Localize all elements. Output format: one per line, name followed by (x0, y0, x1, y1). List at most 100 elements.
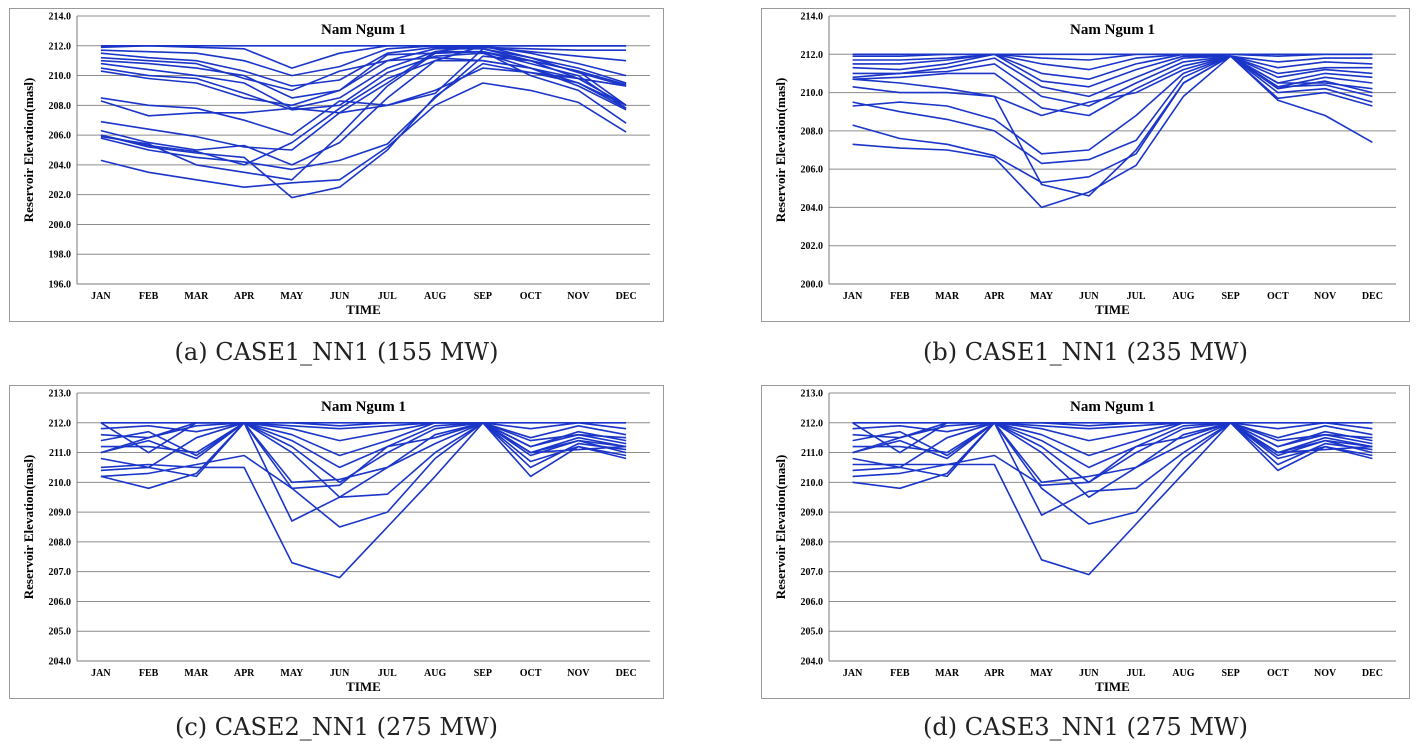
chart-panel-c: 204.0 205.0 206.0 207.0 208.0 209.0 210.0 211.0… (9, 385, 664, 747)
x-axis-label: TIME (346, 679, 381, 694)
x-tick-label: APR (234, 668, 255, 679)
x-tick-label: AUG (1172, 291, 1194, 302)
x-tick-label: JUN (1079, 291, 1099, 302)
x-tick-label: JUL (1127, 291, 1146, 302)
series-line-11 (100, 421, 627, 522)
y-tick-label: 202.0 (801, 241, 824, 252)
y-axis-label: Reservoir Elevation(masl) (773, 78, 788, 223)
series-line-16 (100, 50, 627, 181)
figure-caption: (d) CASE3_NN1 (275 MW) (923, 713, 1248, 741)
x-tick-label: NOV (567, 291, 590, 302)
x-tick-label: AUG (424, 291, 446, 302)
series-line-6 (852, 421, 1373, 469)
x-tick-label: NOV (1314, 668, 1337, 679)
y-tick-label: 209.0 (801, 508, 824, 519)
x-tick-label: FEB (890, 668, 910, 679)
series-line-15 (100, 55, 627, 171)
x-tick-label: APR (984, 668, 1005, 679)
x-axis-label: TIME (1095, 302, 1130, 317)
series-line-7 (100, 421, 627, 484)
y-tick-label: 206.0 (801, 597, 824, 608)
series-line-9 (852, 55, 1373, 117)
x-tick-label: APR (234, 291, 255, 302)
series-line-2 (852, 53, 1373, 61)
series-line-14 (852, 55, 1373, 197)
series-line-13 (852, 421, 1373, 525)
series-line-10 (100, 421, 627, 490)
line-chart-b: 200.0 202.0 204.0 206.0 208.0 210.0 212.0 214.0… (773, 12, 1396, 317)
x-tick-label: MAY (1030, 668, 1054, 679)
series-line-8 (852, 55, 1373, 117)
series-line-11 (852, 55, 1373, 165)
x-tick-label: MAR (184, 291, 209, 302)
x-axis-label: TIME (1095, 679, 1130, 694)
series-line-8 (100, 421, 627, 498)
series-line-3 (100, 44, 627, 77)
y-tick-label: 208.0 (49, 537, 72, 548)
y-tick-label: 213.0 (801, 389, 824, 400)
series-line-12 (100, 44, 627, 151)
y-tick-label: 204.0 (49, 657, 72, 668)
series-line-9 (100, 421, 627, 484)
y-tick-label: 204.0 (801, 203, 824, 214)
y-tick-label: 206.0 (49, 597, 72, 608)
chart-panel-b: 200.0 202.0 204.0 206.0 208.0 210.0 212.0 214.0… (761, 8, 1410, 388)
x-tick-label: OCT (1267, 291, 1289, 302)
y-tick-label: 211.0 (801, 448, 823, 459)
x-tick-label: JUN (330, 668, 350, 679)
x-tick-label: MAR (935, 668, 960, 679)
x-tick-label: JUN (330, 291, 350, 302)
x-tick-label: OCT (520, 291, 542, 302)
series-line-3 (100, 421, 627, 439)
series-line-6 (100, 421, 627, 469)
y-tick-label: 212.0 (49, 41, 72, 52)
x-tick-label: JUN (1079, 668, 1099, 679)
y-tick-label: 200.0 (801, 280, 824, 291)
y-tick-label: 204.0 (801, 657, 824, 668)
x-tick-label: SEP (474, 291, 492, 302)
x-tick-label: AUG (424, 668, 446, 679)
x-tick-label: JUL (378, 668, 397, 679)
x-tick-label: JAN (843, 668, 863, 679)
y-tick-label: 212.0 (801, 418, 824, 429)
y-tick-label: 200.0 (49, 220, 72, 231)
series-line-3 (852, 421, 1373, 439)
series-line-8 (100, 50, 627, 109)
x-tick-label: APR (984, 291, 1005, 302)
y-tick-label: 210.0 (49, 478, 72, 489)
x-tick-label: JUL (378, 291, 397, 302)
y-tick-label: 214.0 (49, 12, 72, 23)
x-tick-label: FEB (139, 668, 159, 679)
y-tick-label: 202.0 (49, 190, 72, 201)
x-tick-label: DEC (616, 668, 637, 679)
series-line-17 (100, 82, 627, 188)
series-line-2 (100, 44, 627, 69)
y-tick-label: 210.0 (49, 71, 72, 82)
x-tick-label: NOV (1314, 291, 1337, 302)
y-tick-label: 198.0 (49, 250, 72, 261)
series-line-10 (852, 421, 1373, 487)
x-tick-label: MAY (280, 668, 304, 679)
series-line-13 (100, 421, 627, 528)
y-tick-label: 210.0 (801, 478, 824, 489)
x-tick-label: AUG (1172, 668, 1194, 679)
y-tick-label: 208.0 (49, 101, 72, 112)
y-axis-label: Reservoir Elevation(masl) (773, 455, 788, 600)
y-tick-label: 196.0 (49, 280, 72, 291)
x-tick-label: DEC (1362, 291, 1383, 302)
x-tick-label: DEC (1362, 668, 1383, 679)
figure-caption: (a) CASE1_NN1 (155 MW) (174, 338, 499, 366)
x-tick-label: MAY (280, 291, 304, 302)
y-tick-label: 206.0 (801, 165, 824, 176)
y-tick-label: 207.0 (49, 567, 72, 578)
series-line-3 (852, 53, 1373, 71)
x-tick-label: SEP (1221, 291, 1239, 302)
x-tick-label: JAN (91, 668, 111, 679)
y-tick-label: 207.0 (801, 567, 824, 578)
x-tick-label: MAR (184, 668, 209, 679)
x-tick-label: NOV (567, 668, 590, 679)
x-tick-label: MAR (935, 291, 960, 302)
y-tick-label: 212.0 (49, 418, 72, 429)
series-line-9 (852, 421, 1373, 484)
series-line-13 (852, 55, 1373, 209)
